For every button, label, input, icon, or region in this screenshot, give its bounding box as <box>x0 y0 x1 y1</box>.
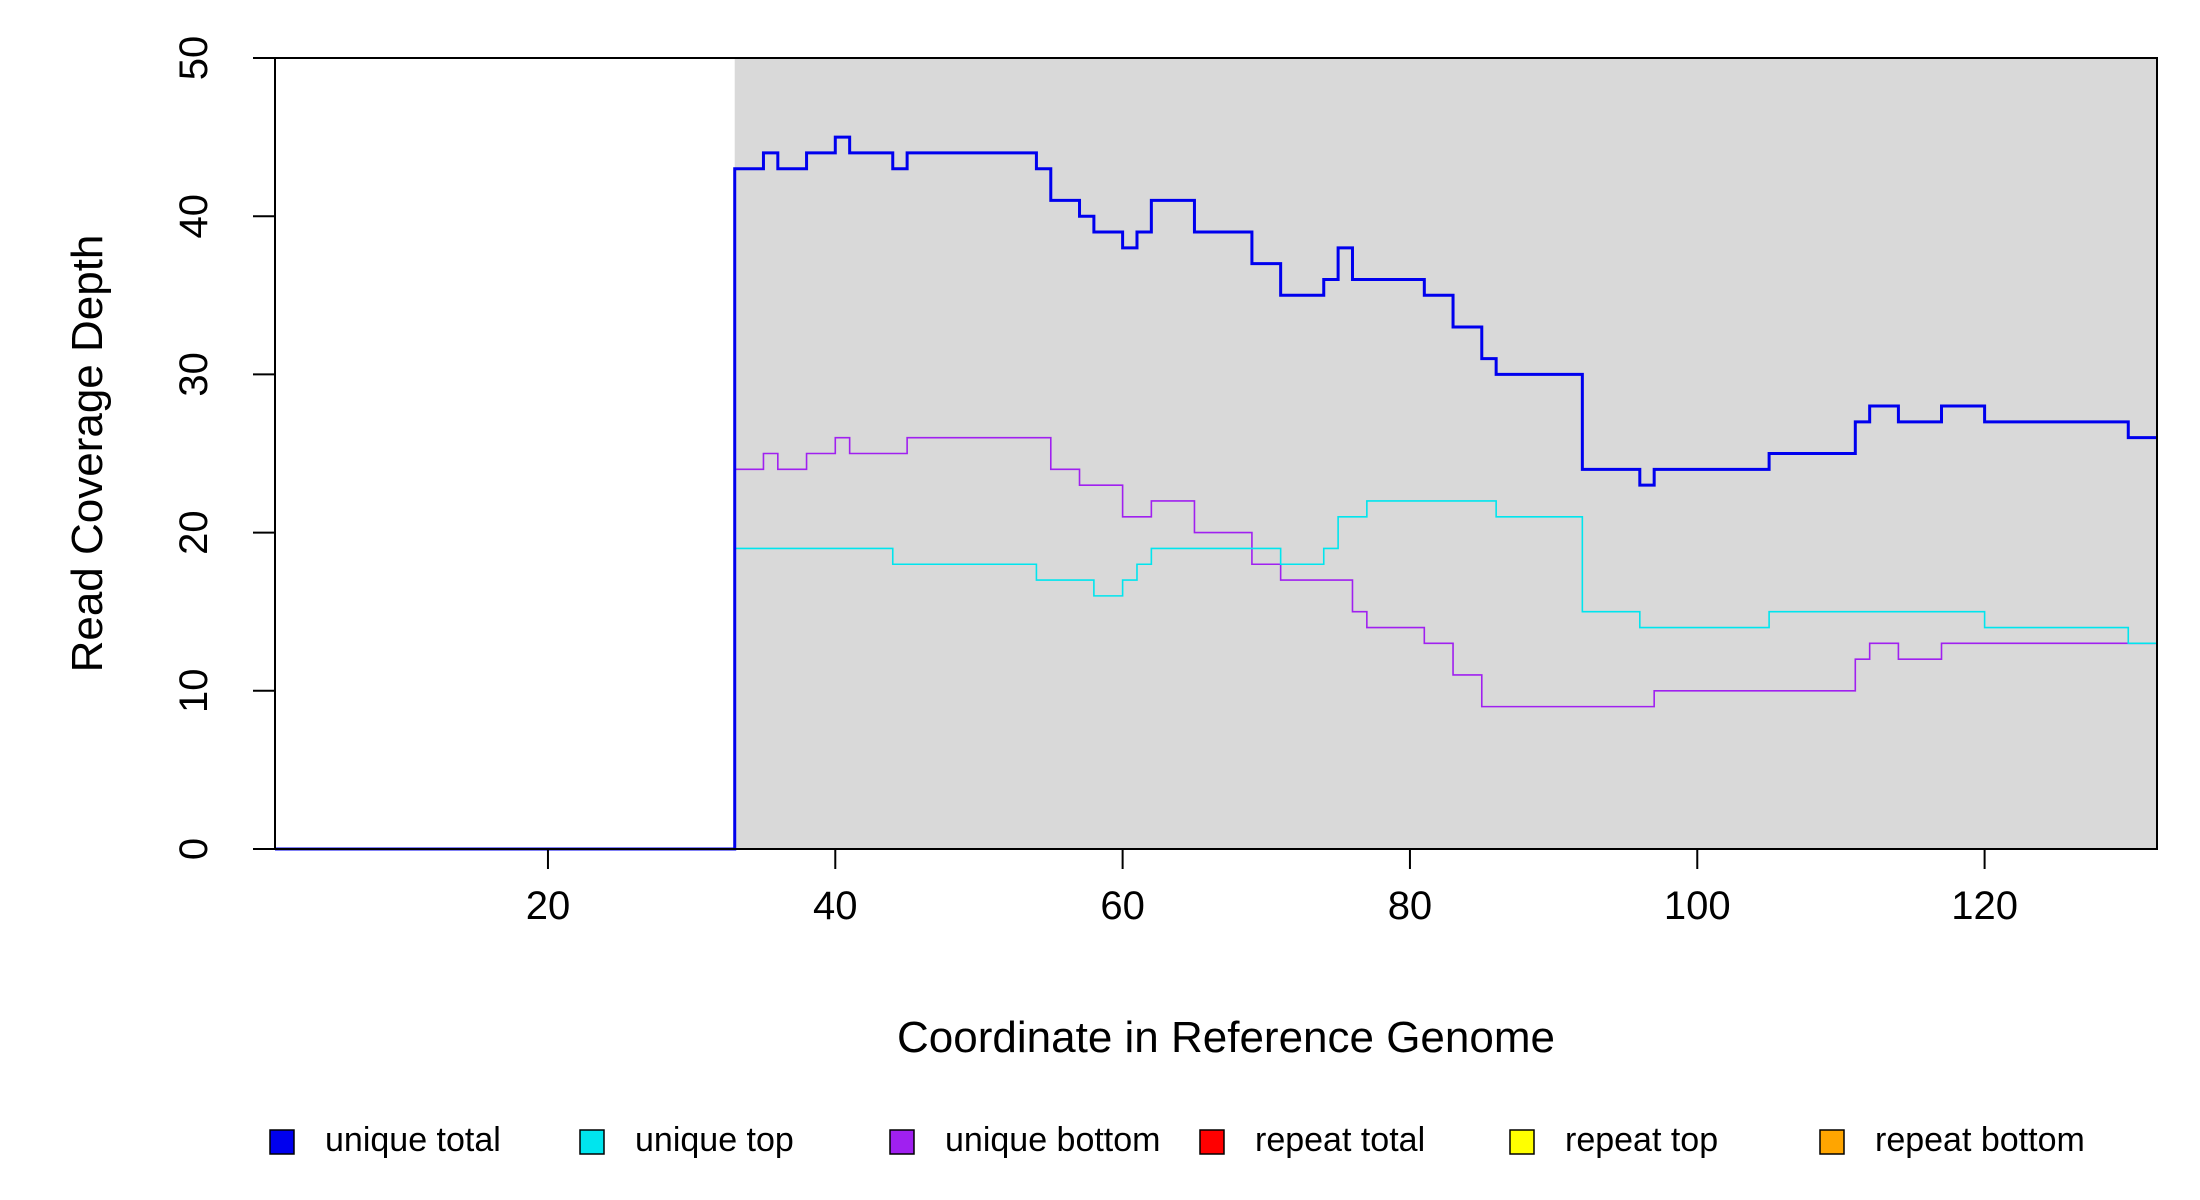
legend-swatch <box>1199 1129 1225 1155</box>
legend-label: repeat total <box>1255 1121 1425 1159</box>
legend-swatch <box>579 1129 605 1155</box>
series-line-unique-total <box>275 135 2157 851</box>
legend-item: repeat top <box>1509 1121 1718 1159</box>
legend-item: unique top <box>579 1121 794 1159</box>
legend-label: repeat top <box>1565 1121 1718 1159</box>
legend-item: unique bottom <box>889 1121 1161 1159</box>
y-tick-label: 40 <box>172 194 216 239</box>
legend-item: repeat total <box>1199 1121 1425 1159</box>
legend-swatch <box>1509 1129 1535 1155</box>
x-tick-label: 40 <box>813 884 858 928</box>
plot-frame <box>274 57 2158 850</box>
y-tick-label: 50 <box>172 36 216 81</box>
x-tick-label: 120 <box>1951 884 2018 928</box>
y-axis-title: Read Coverage Depth <box>63 235 112 673</box>
x-axis: 20 40 60 80 100 120 <box>526 849 2018 928</box>
x-axis-title: Coordinate in Reference Genome <box>897 1013 1555 1062</box>
series-line-unique-bottom <box>275 436 2157 850</box>
x-tick-label: 20 <box>526 884 571 928</box>
legend-label: unique top <box>635 1121 794 1159</box>
legend-swatch <box>889 1129 915 1155</box>
legend-item: unique total <box>269 1121 501 1159</box>
legend-swatch <box>269 1129 295 1155</box>
legend-label: unique total <box>325 1121 501 1159</box>
legend-item: repeat bottom <box>1819 1121 2085 1159</box>
x-tick-label: 60 <box>1100 884 1145 928</box>
y-tick-label: 30 <box>172 352 216 397</box>
legend-label: unique bottom <box>945 1121 1161 1159</box>
y-axis: 0 10 20 30 40 50 <box>172 36 275 860</box>
highlight-region <box>734 58 2157 849</box>
y-tick-label: 10 <box>172 669 216 714</box>
y-tick-label: 20 <box>172 510 216 555</box>
y-tick-label: 0 <box>172 838 216 860</box>
x-tick-label: 80 <box>1388 884 1433 928</box>
legend-label: repeat bottom <box>1875 1121 2085 1159</box>
series-line-unique-top <box>275 500 2157 850</box>
x-tick-label: 100 <box>1664 884 1731 928</box>
legend: unique total unique top unique bottom repea… <box>269 1121 2085 1159</box>
legend-swatch <box>1819 1129 1845 1155</box>
